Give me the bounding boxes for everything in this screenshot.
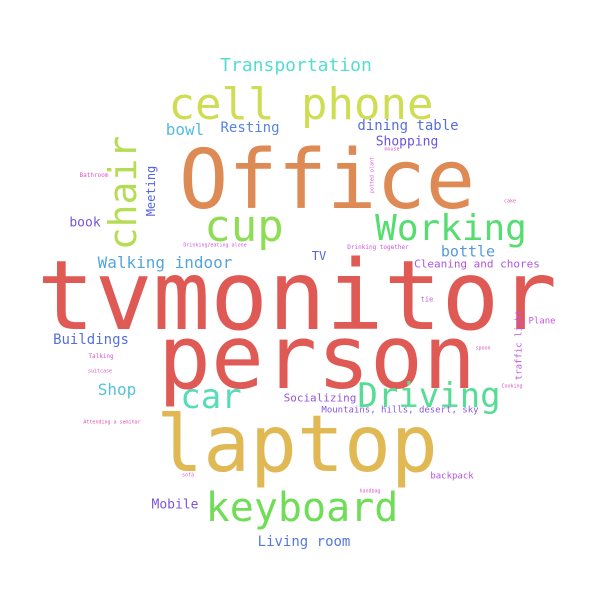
word-drinking-eating-alone: Drinking/eating alone xyxy=(183,242,247,249)
word-resting: Resting xyxy=(220,120,280,136)
word-mountains-hills-desert-sky: Mountains, hills, desert, sky xyxy=(321,405,479,416)
word-person: person xyxy=(158,306,476,409)
word-living-room: Living room xyxy=(257,534,351,550)
word-buildings: Buildings xyxy=(53,332,129,348)
word-dining-table: dining table xyxy=(357,118,459,134)
word-tvmonitor: tvmonitor xyxy=(36,240,558,352)
word-bathroom: Bathroom xyxy=(79,172,109,179)
word-book: book xyxy=(69,215,101,231)
word-traffic-light: traffic light xyxy=(514,309,525,381)
word-plane: Plane xyxy=(528,316,556,327)
word-car: car xyxy=(180,377,242,417)
word-bottle: bottle xyxy=(440,242,496,261)
word-potted-plant: potted plant xyxy=(369,156,376,194)
word-transportation: Transportation xyxy=(220,55,372,76)
word-office: Office xyxy=(178,133,476,228)
word-tie: tie xyxy=(420,295,434,304)
word-suitcase: suitcase xyxy=(87,368,113,375)
word-backpack: backpack xyxy=(430,471,474,482)
word-driving: Driving xyxy=(357,376,501,416)
word-meeting: Meeting xyxy=(144,165,158,217)
word-socializing: Socializing xyxy=(283,391,357,405)
word-spoon: spoon xyxy=(475,345,491,352)
word-mobile: Mobile xyxy=(151,497,199,513)
word-cleaning-and-chores: Cleaning and chores xyxy=(414,257,540,271)
word-talking: Talking xyxy=(88,353,114,360)
word-sofa: sofa xyxy=(181,472,195,479)
word-cell-phone: cell phone xyxy=(168,79,434,130)
word-bowl: bowl xyxy=(165,120,205,139)
word-shopping: Shopping xyxy=(375,134,439,150)
word-shop: Shop xyxy=(97,380,137,399)
word-handbag: handbag xyxy=(359,488,381,495)
word-working: Working xyxy=(375,208,527,249)
word-tv: TV xyxy=(311,249,327,263)
word-cake: cake xyxy=(503,198,517,205)
word-keyboard: keyboard xyxy=(205,485,399,531)
word-attending-a-seminar: Attending a seminar xyxy=(83,419,141,426)
word-walking-indoor: Walking indoor xyxy=(97,253,233,272)
word-mouse: mouse xyxy=(384,146,400,153)
word-laptop: laptop xyxy=(156,400,438,490)
word-cooking: Cooking xyxy=(501,383,523,390)
word-cup: cup xyxy=(204,201,284,252)
word-chair: chair xyxy=(101,135,145,251)
word-drinking-together: Drinking together xyxy=(347,244,409,251)
